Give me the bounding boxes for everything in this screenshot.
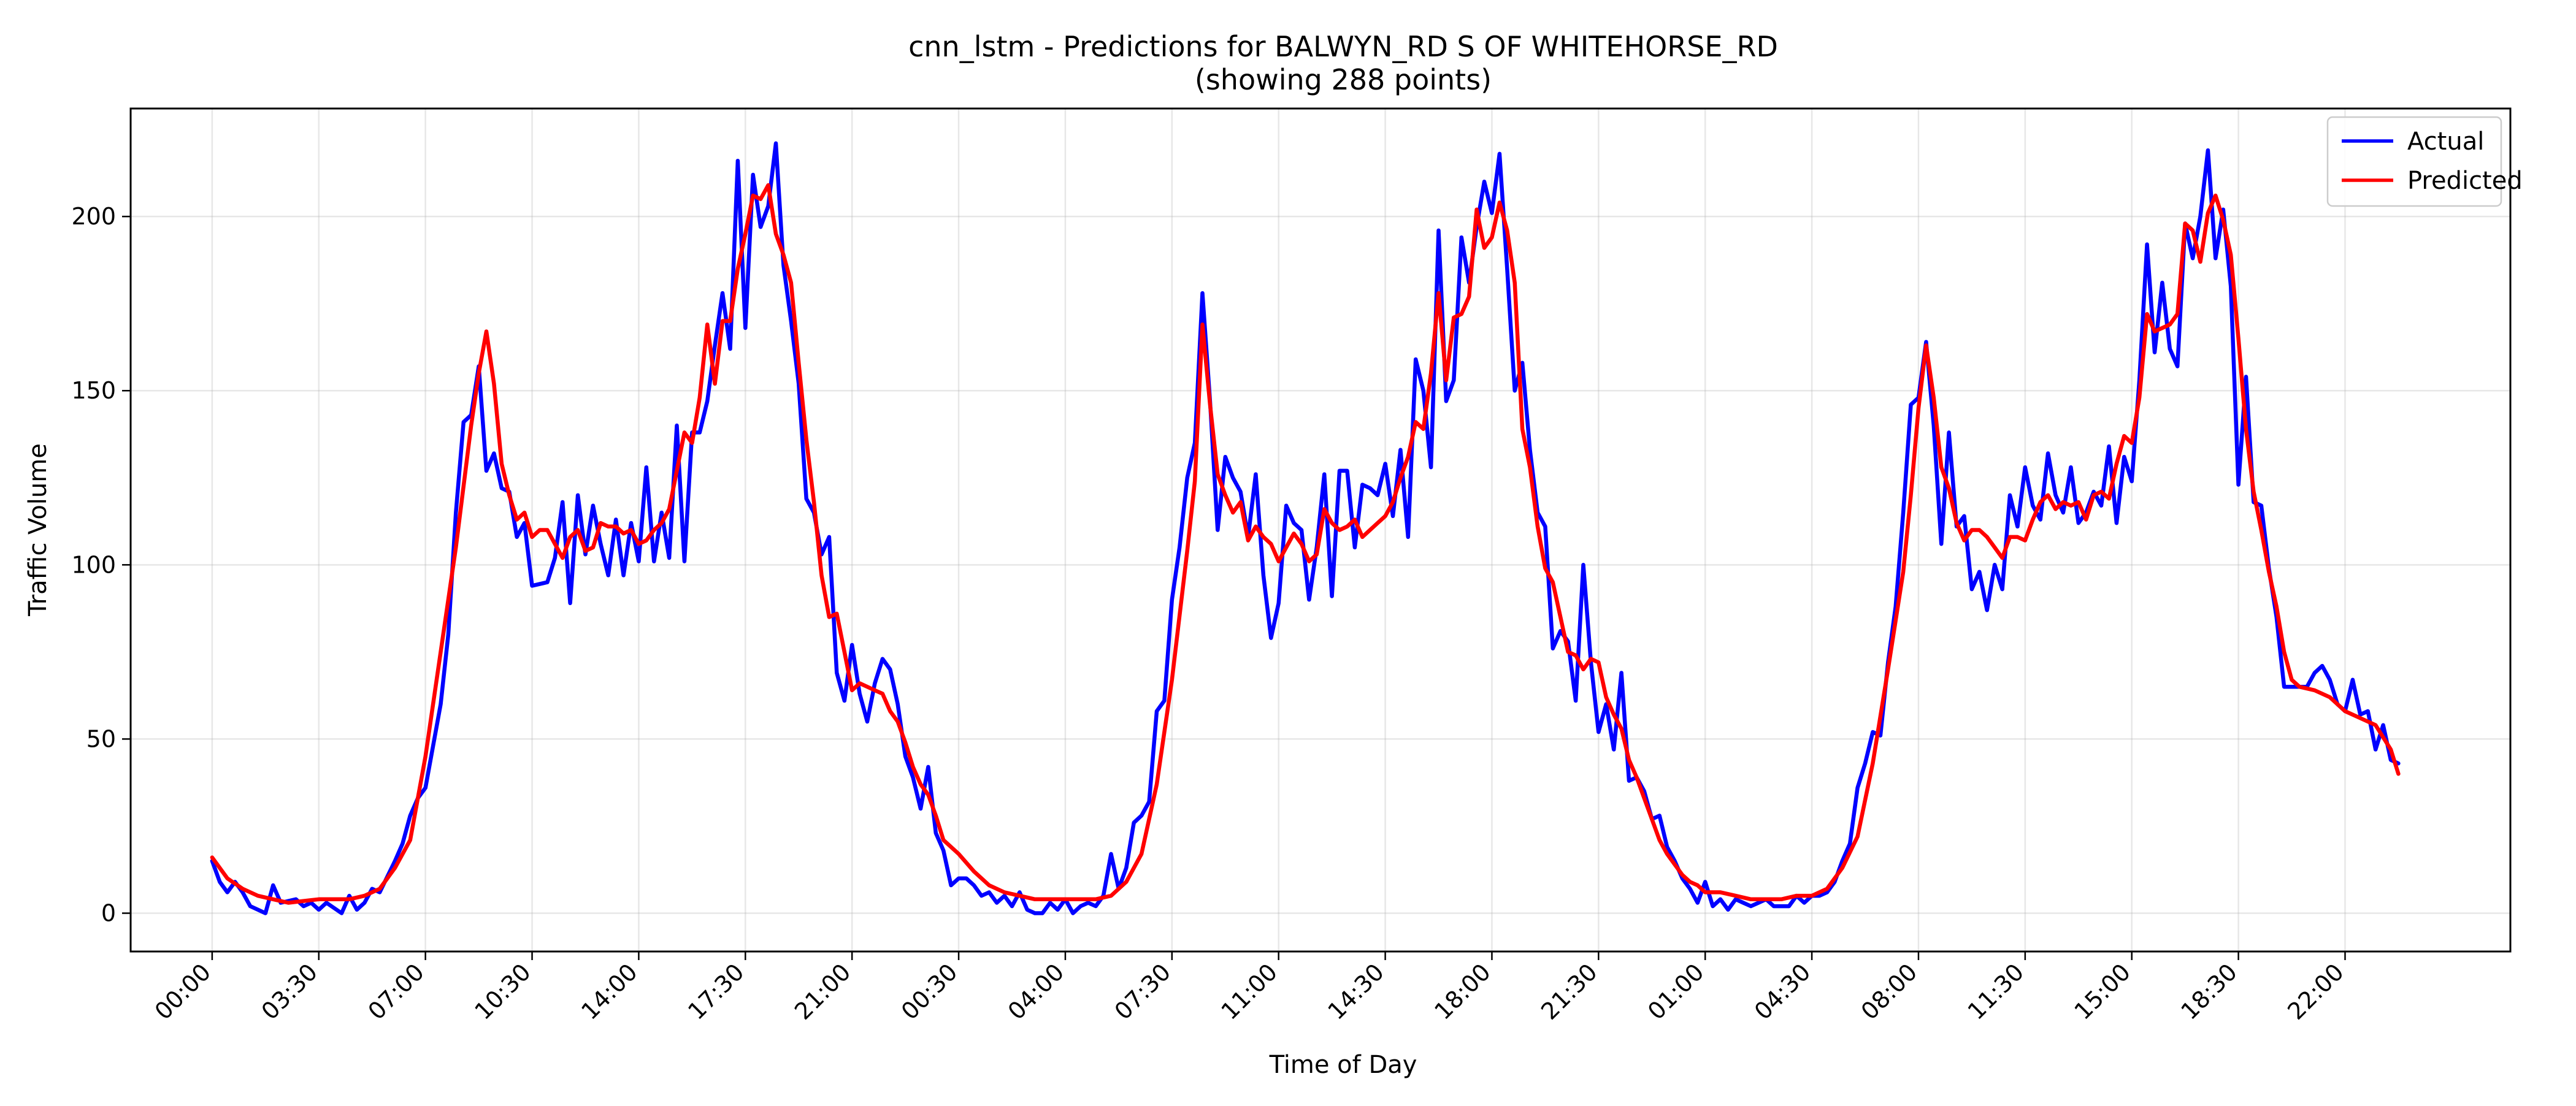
series-line-predicted [210, 183, 2401, 905]
legend-label-predicted: Predicted [2407, 167, 2523, 195]
legend-label-actual: Actual [2407, 128, 2484, 156]
y-tick-label: 100 [71, 551, 116, 578]
y-tick-label: 200 [71, 203, 116, 230]
y-tick-label: 0 [101, 900, 116, 927]
legend: Actual Predicted [2326, 116, 2523, 207]
chart-subtitle: (showing 288 points) [1195, 63, 1492, 96]
grid [131, 109, 2510, 952]
y-axis-label: Traffic Volume [24, 443, 52, 617]
y-tick-label: 150 [71, 377, 116, 404]
plot-frame [129, 107, 2512, 953]
x-axis-label: Time of Day [1269, 1051, 1417, 1079]
y-tick-label: 50 [86, 725, 116, 752]
series-group [210, 141, 2401, 915]
chart-title: cnn_lstm - Predictions for BALWYN_RD S O… [908, 30, 1778, 63]
